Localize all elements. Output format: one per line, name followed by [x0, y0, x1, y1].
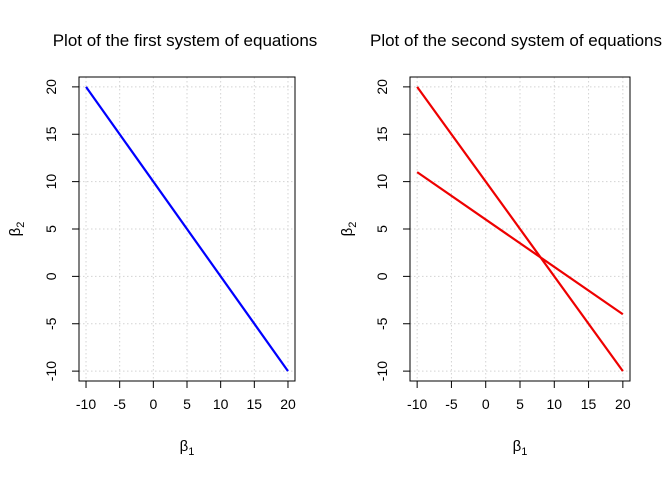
x-tick-label: 15: [581, 396, 597, 412]
x-tick-label: -5: [445, 396, 458, 412]
chart-title: Plot of the second system of equations: [370, 31, 662, 50]
x-tick-label: 10: [546, 396, 562, 412]
series-line-1: [85, 86, 289, 372]
y-tick-label: -5: [374, 317, 390, 330]
y-tick-label: 0: [43, 272, 59, 280]
chart-panel-2: -10 -5 0 5 10 15 20 -10 -5 0 5 10 15 20 Plot of the se…: [339, 31, 662, 458]
x-tick-label: -5: [113, 396, 126, 412]
y-tick-label: 0: [374, 272, 390, 280]
x-tick-label: 5: [183, 396, 191, 412]
y-tick-label: 5: [43, 225, 59, 233]
x-axis-label: β1: [180, 438, 195, 458]
x-tick-label: -10: [76, 396, 96, 412]
x-tick-label: 20: [615, 396, 631, 412]
x-axis-label-main: β: [513, 438, 522, 455]
y-tick-label: 20: [43, 79, 59, 95]
y-axis-label-main: β: [7, 227, 24, 236]
series-line-2: [416, 171, 624, 316]
y-axis-label-sub: 2: [347, 222, 359, 228]
x-tick-label: 15: [247, 396, 263, 412]
y-tick-label: 5: [374, 225, 390, 233]
y-tick-label: 15: [43, 126, 59, 142]
x-tick-label: 5: [516, 396, 524, 412]
y-axis-label: β2: [339, 222, 359, 237]
y-axis-label-main: β: [339, 227, 356, 236]
series-line-1: [416, 86, 624, 372]
y-tick-label: 20: [374, 79, 390, 95]
chart-title: Plot of the first system of equations: [53, 31, 318, 50]
x-axis-label-sub: 1: [188, 446, 194, 458]
x-axis-label-main: β: [180, 438, 189, 455]
y-tick-label: 15: [374, 126, 390, 142]
x-axis-label-sub: 1: [521, 446, 527, 458]
x-axis-label: β1: [513, 438, 528, 458]
y-tick-label: -10: [43, 361, 59, 381]
y-axis-label-sub: 2: [15, 222, 27, 228]
x-tick-label: 20: [280, 396, 296, 412]
chart-panel-1: -10 -5 0 5 10 15 20 -10 -5 0 5 10 15 20 Plot of the fi…: [7, 31, 317, 458]
x-tick-label: 0: [149, 396, 157, 412]
y-tick-label: 10: [43, 174, 59, 190]
y-tick-label: -5: [43, 317, 59, 330]
x-tick-label: 0: [482, 396, 490, 412]
x-tick-label: 10: [213, 396, 229, 412]
y-tick-label: 10: [374, 174, 390, 190]
y-tick-label: -10: [374, 361, 390, 381]
y-axis-label: β2: [7, 222, 27, 237]
x-tick-label: -10: [407, 396, 427, 412]
